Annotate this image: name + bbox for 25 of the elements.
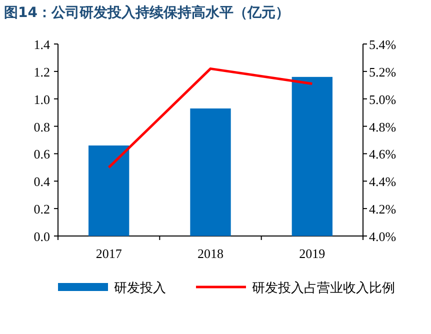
x-tick-label: 2018 — [198, 246, 224, 261]
y-tick-label: 0.8 — [34, 119, 50, 134]
bar — [190, 108, 231, 236]
legend-label: 研发投入占营业收入比例 — [252, 281, 395, 296]
y-tick-label: 0.2 — [34, 202, 50, 217]
y2-tick-label: 4.4% — [369, 174, 396, 190]
y-tick-label: 0.6 — [34, 146, 50, 162]
x-tick-label: 2019 — [299, 246, 326, 261]
y-tick-label: 1.4 — [34, 37, 50, 52]
y-tick-label: 0.4 — [34, 174, 50, 190]
y2-tick-label: 4.8% — [369, 119, 396, 134]
chart-title: 图14：公司研发投入持续保持高水平（亿元） — [4, 4, 290, 21]
y2-tick-label: 5.0% — [369, 92, 396, 107]
y2-tick-label: 5.4% — [369, 37, 396, 52]
y2-tick-label: 4.2% — [369, 202, 396, 217]
y-tick-label: 0.0 — [34, 229, 50, 244]
y2-tick-label: 4.0% — [369, 229, 396, 244]
legend-label: 研发投入 — [114, 281, 166, 296]
y2-tick-label: 4.6% — [369, 146, 396, 162]
x-tick-label: 2017 — [96, 246, 122, 261]
bar — [292, 76, 332, 236]
bar — [88, 145, 130, 236]
y2-tick-label: 5.2% — [369, 64, 396, 80]
y-tick-label: 1.0 — [34, 92, 50, 107]
y-tick-label: 1.2 — [34, 64, 50, 80]
